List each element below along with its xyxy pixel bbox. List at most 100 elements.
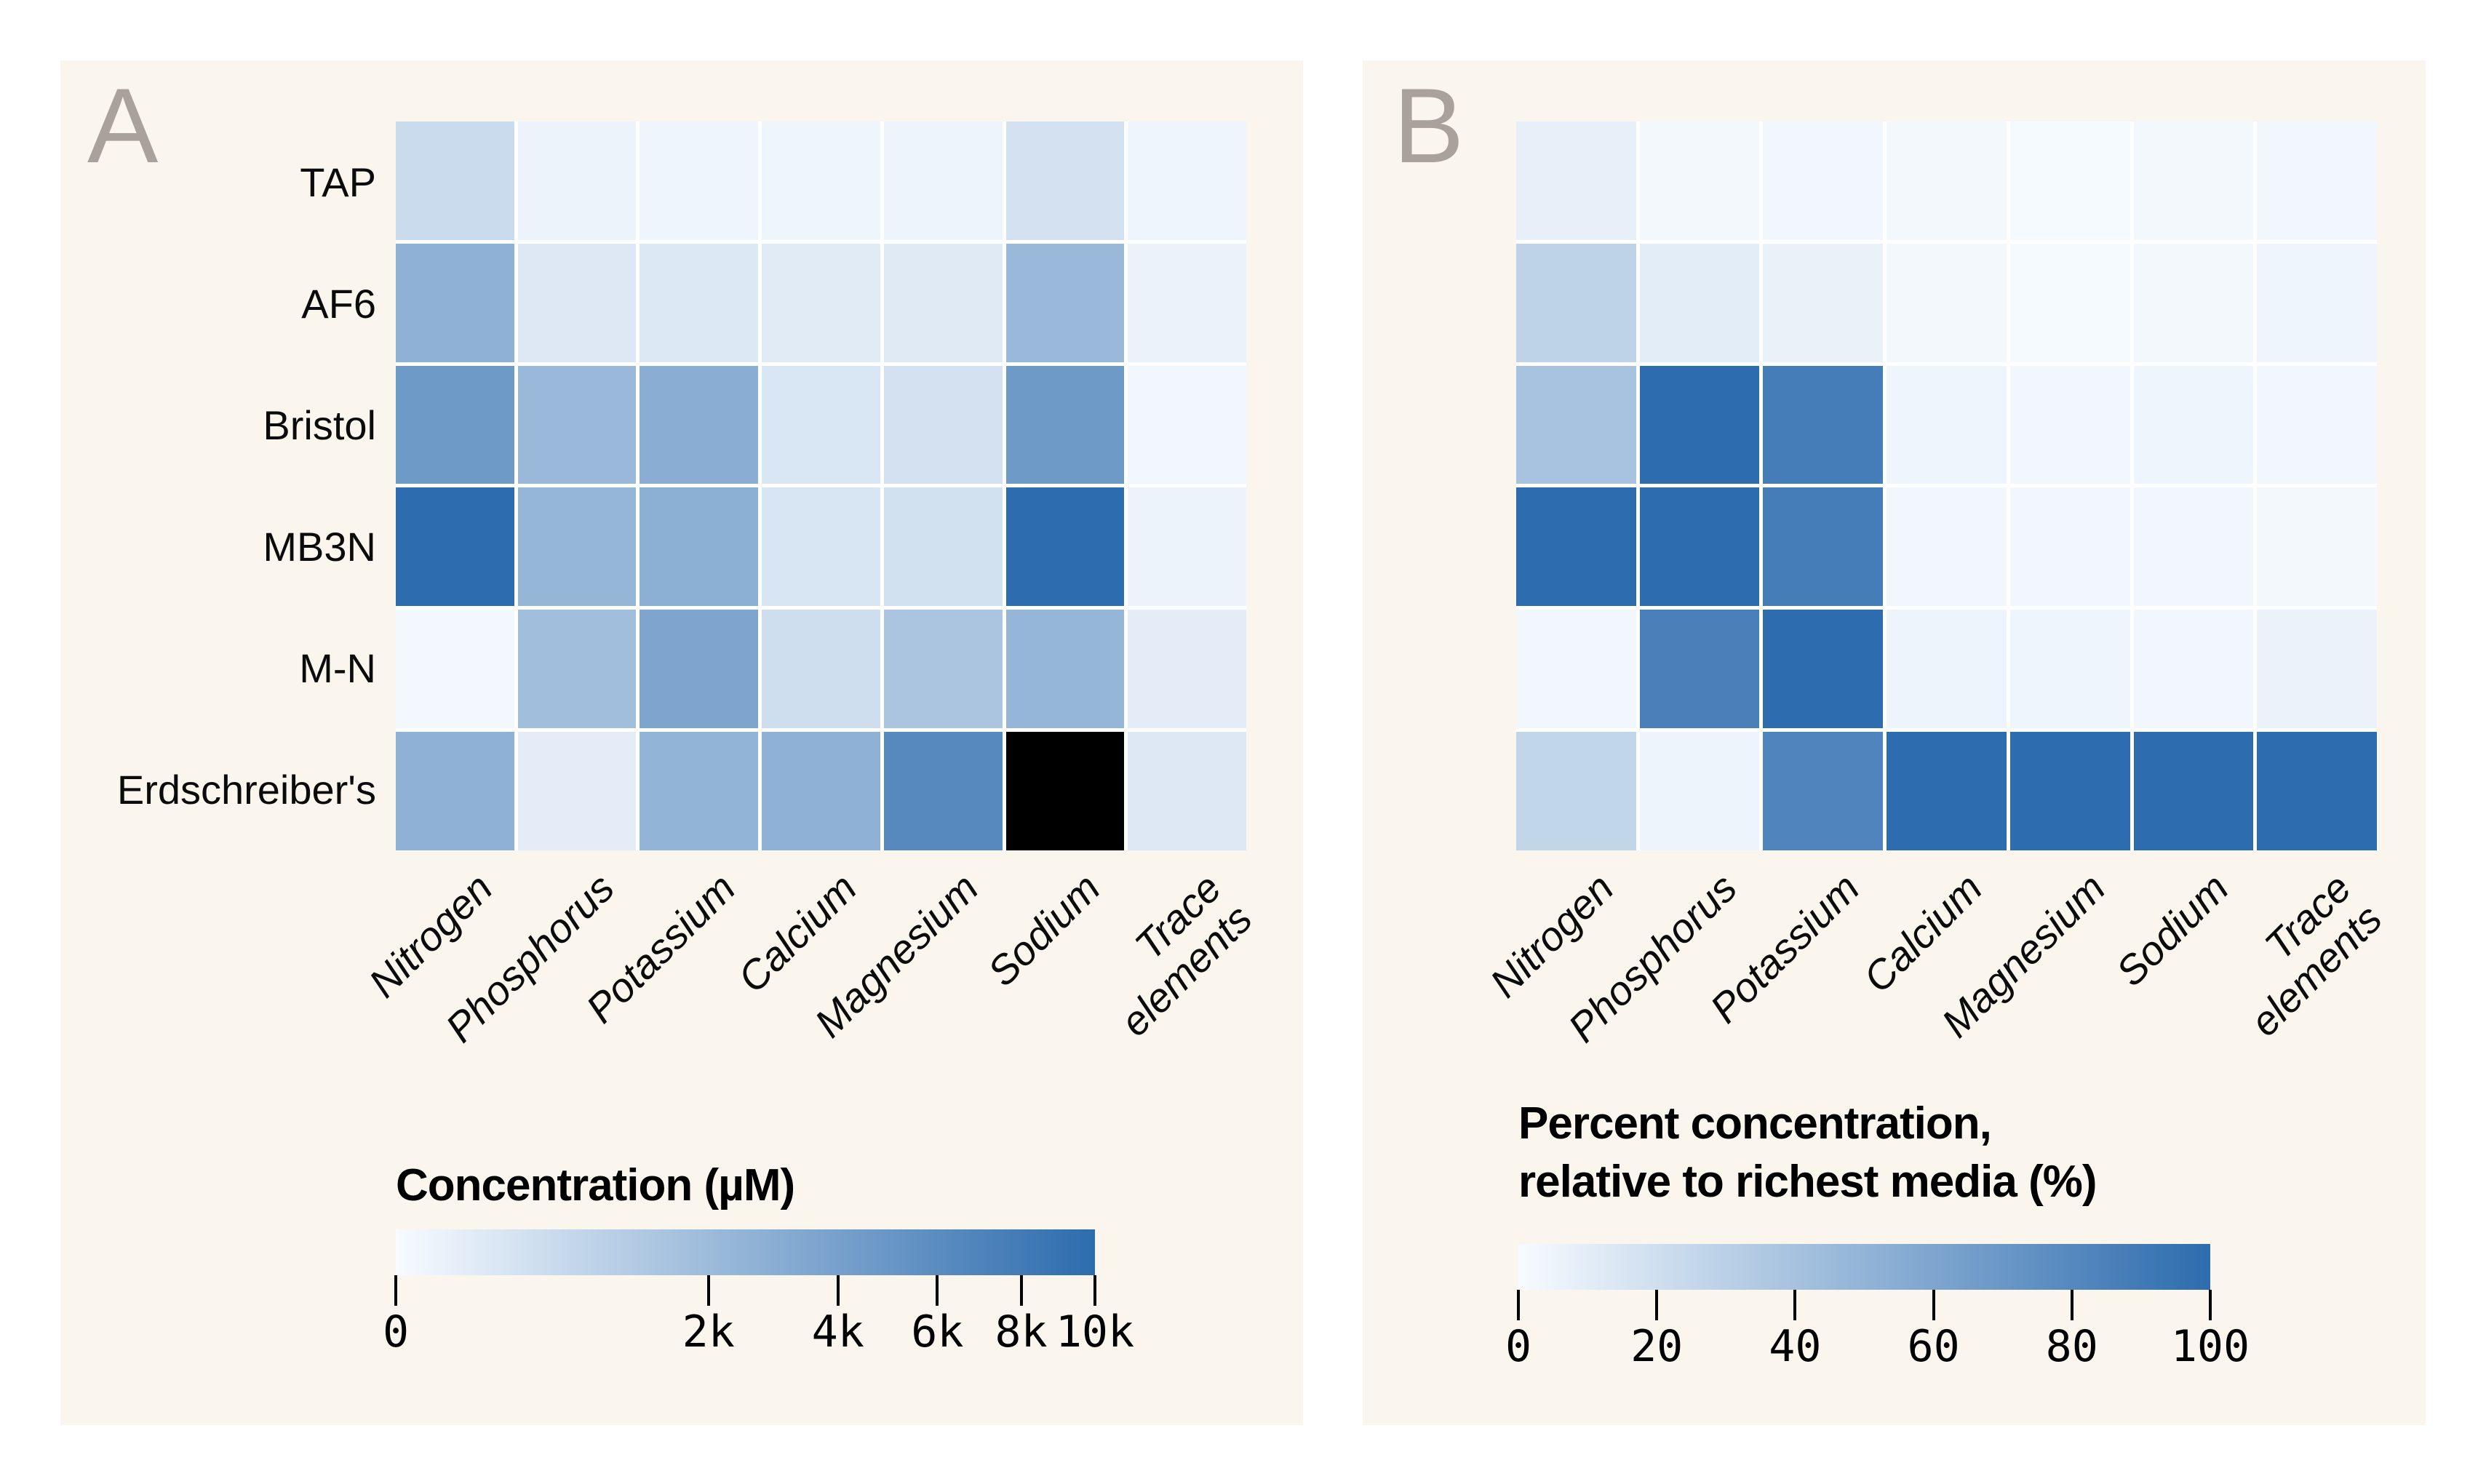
- row-label: M-N: [299, 645, 376, 691]
- heatmap-cell: [1128, 365, 1246, 484]
- colorbar-tick-label: 40: [1769, 1321, 1822, 1372]
- heatmap-cell: [2133, 365, 2254, 484]
- heatmap-cell: [2009, 243, 2130, 362]
- heatmap-cell: [1005, 243, 1125, 362]
- heatmap-cell: [1516, 732, 1636, 850]
- colorbar-tick-label: 60: [1907, 1321, 1960, 1372]
- row-label: MB3N: [263, 523, 376, 570]
- heatmap-cell: [1887, 365, 2007, 484]
- heatmap-cell: [1887, 121, 2007, 240]
- heatmap-cell: [883, 243, 1003, 362]
- heatmap-cell: [2133, 732, 2254, 850]
- heatmap-cell: [517, 610, 637, 729]
- colorbar-tick-mark: [706, 1275, 710, 1306]
- panel-b-legend-title: Percent concentration, relative to riche…: [1518, 1098, 2097, 1207]
- heatmap-cell: [762, 732, 880, 850]
- heatmap-cell: [883, 487, 1003, 607]
- heatmap-cell: [883, 121, 1003, 240]
- heatmap-cell: [396, 243, 514, 362]
- heatmap-cell: [1887, 487, 2007, 607]
- heatmap-cell: [2257, 610, 2377, 729]
- panel-a-heatmap: [396, 121, 1246, 850]
- heatmap-cell: [640, 365, 759, 484]
- heatmap-cell: [517, 243, 637, 362]
- heatmap-cell: [1516, 610, 1636, 729]
- colorbar-tick-label: 2k: [682, 1307, 735, 1357]
- colorbar-tick-mark: [1517, 1290, 1520, 1320]
- heatmap-cell: [883, 365, 1003, 484]
- heatmap-cell: [517, 732, 637, 850]
- colorbar-tick-mark: [1932, 1290, 1935, 1320]
- heatmap-cell: [1887, 243, 2007, 362]
- heatmap-cell: [517, 365, 637, 484]
- heatmap-cell: [640, 487, 759, 607]
- heatmap-cell: [762, 487, 880, 607]
- colorbar-tick-label: 10k: [1055, 1307, 1135, 1357]
- heatmap-cell: [1763, 610, 1884, 729]
- heatmap-cell: [2133, 243, 2254, 362]
- heatmap-cell: [1516, 487, 1636, 607]
- row-label: AF6: [301, 280, 376, 327]
- panel-b-letter: B: [1393, 66, 1465, 185]
- heatmap-cell: [1516, 243, 1636, 362]
- heatmap-cell: [1887, 732, 2007, 850]
- heatmap-cell: [1128, 487, 1246, 607]
- row-label: TAP: [300, 159, 376, 205]
- panel-a-legend-title: Concentration (µM): [396, 1160, 795, 1210]
- heatmap-cell: [1887, 610, 2007, 729]
- heatmap-cell: [2009, 732, 2130, 850]
- heatmap-cell: [1639, 610, 1760, 729]
- heatmap-cell: [1005, 121, 1125, 240]
- heatmap-cell: [1639, 365, 1760, 484]
- heatmap-cell: [1005, 487, 1125, 607]
- colorbar-tick-mark: [2209, 1290, 2212, 1320]
- heatmap-cell: [1516, 365, 1636, 484]
- heatmap-cell: [1639, 732, 1760, 850]
- colorbar-tick-mark: [936, 1275, 939, 1306]
- heatmap-cell: [1128, 121, 1246, 240]
- heatmap-cell: [2133, 121, 2254, 240]
- heatmap-cell: [1639, 243, 1760, 362]
- colorbar-tick-mark: [1793, 1290, 1797, 1320]
- colorbar-tick-label: 0: [1505, 1321, 1532, 1372]
- heatmap-cell: [1005, 610, 1125, 729]
- colorbar-tick-mark: [2070, 1290, 2073, 1320]
- heatmap-cell: [2009, 365, 2130, 484]
- heatmap-cell: [2133, 487, 2254, 607]
- panel-b-colorbar: [1518, 1244, 2210, 1290]
- heatmap-cell: [2009, 487, 2130, 607]
- heatmap-cell: [2257, 732, 2377, 850]
- colorbar-tick-label: 4k: [811, 1307, 864, 1357]
- heatmap-cell: [396, 732, 514, 850]
- panel-a-colorbar: [396, 1229, 1095, 1275]
- heatmap-cell: [640, 243, 759, 362]
- colorbar-tick-label: 0: [382, 1307, 410, 1357]
- colorbar-tick-mark: [1019, 1275, 1023, 1306]
- heatmap-cell: [640, 121, 759, 240]
- panel-b-heatmap: [1516, 121, 2377, 850]
- heatmap-cell: [1005, 365, 1125, 484]
- colorbar-tick-label: 20: [1630, 1321, 1684, 1372]
- heatmap-cell: [883, 732, 1003, 850]
- heatmap-cell: [1763, 732, 1884, 850]
- colorbar-tick-mark: [1655, 1290, 1659, 1320]
- panel-a-letter: A: [87, 66, 159, 185]
- heatmap-cell: [762, 610, 880, 729]
- heatmap-cell: [762, 243, 880, 362]
- heatmap-cell: [396, 487, 514, 607]
- heatmap-cell: [640, 732, 759, 850]
- heatmap-cell: [2133, 610, 2254, 729]
- heatmap-cell: [762, 121, 880, 240]
- heatmap-cell: [762, 365, 880, 484]
- heatmap-cell: [1639, 487, 1760, 607]
- colorbar-tick-mark: [836, 1275, 840, 1306]
- colorbar-tick-label: 8k: [995, 1307, 1048, 1357]
- heatmap-cell: [1763, 487, 1884, 607]
- heatmap-cell: [517, 487, 637, 607]
- heatmap-cell: [2009, 610, 2130, 729]
- heatmap-cell: [1128, 243, 1246, 362]
- heatmap-cell: [2257, 243, 2377, 362]
- heatmap-cell: [396, 610, 514, 729]
- heatmap-cell: [396, 365, 514, 484]
